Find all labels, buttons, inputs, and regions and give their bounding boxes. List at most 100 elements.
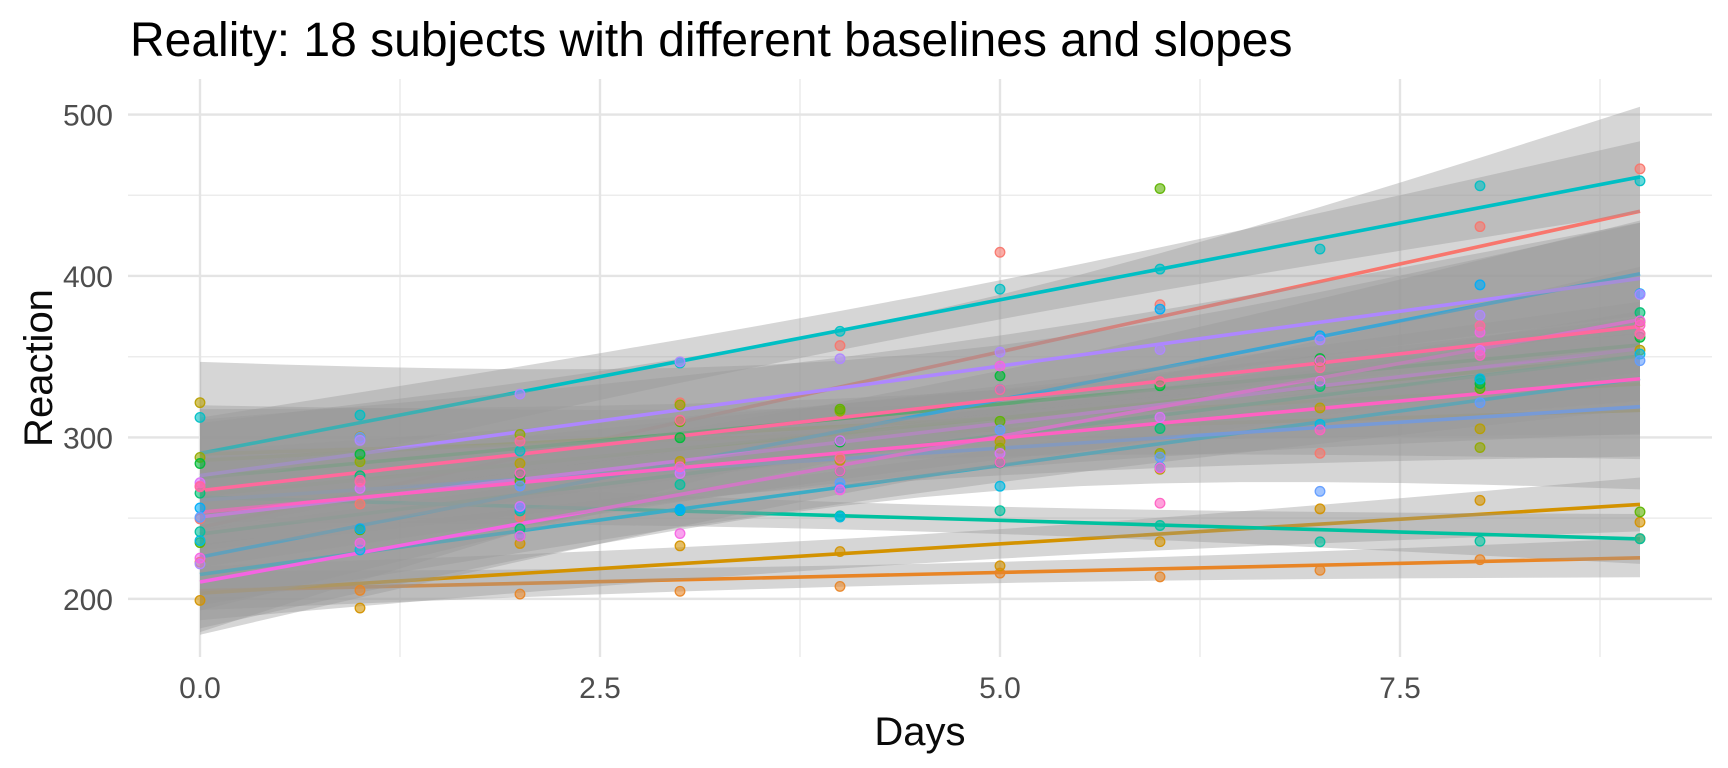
point-subject-309-day-6 [1154, 571, 1166, 583]
point-subject-371-day-4 [834, 465, 846, 477]
point-subject-371-day-7 [1314, 424, 1326, 436]
point-subject-372-day-8 [1474, 320, 1486, 332]
fit-line-352 [199, 276, 1641, 478]
point-subject-371-day-5 [994, 456, 1006, 468]
fit-line-350 [199, 271, 1641, 559]
point-subject-308-day-7 [1314, 447, 1326, 459]
y-tick-label-300: 300 [63, 422, 113, 455]
point-subject-370-day-2 [514, 530, 526, 542]
point-subject-337-day-4 [834, 325, 846, 337]
x-tick-label-0.0: 0.0 [179, 672, 221, 705]
fit-line-308 [199, 209, 1641, 530]
fit-line-370 [199, 317, 1641, 584]
point-subject-351-day-5 [994, 424, 1006, 436]
x-axis-title: Days [874, 710, 965, 754]
point-subject-337-day-9 [1634, 175, 1646, 187]
point-subject-371-day-3 [674, 461, 686, 473]
point-subject-372-day-6 [1154, 376, 1166, 388]
point-subject-337-day-0 [194, 412, 206, 423]
point-subject-335-day-0 [194, 526, 206, 538]
axis-tick-labels: 0.0 2.5 5.0 7.5 200 300 400 500 [63, 100, 1421, 705]
point-subject-309-day-2 [514, 588, 526, 600]
point-subject-350-day-1 [354, 523, 366, 535]
point-subject-308-day-4 [834, 340, 846, 352]
point-subject-349-day-5 [994, 480, 1006, 492]
point-subject-335-day-6 [1154, 520, 1166, 531]
point-subject-309-day-3 [674, 585, 686, 597]
point-subject-309-day-8 [1474, 554, 1486, 566]
point-subject-330-day-0 [194, 397, 206, 409]
point-subject-370-day-0 [194, 552, 206, 564]
point-subject-337-day-7 [1314, 243, 1326, 255]
point-subject-352-day-7 [1314, 334, 1326, 346]
point-subject-310-day-7 [1314, 503, 1326, 515]
point-subject-370-day-3 [674, 528, 686, 539]
point-subject-372-day-3 [674, 414, 686, 426]
point-subject-372-day-0 [194, 481, 206, 493]
subject-smooth-333 [199, 317, 1641, 506]
y-tick-label-400: 400 [63, 261, 113, 294]
point-subject-310-day-8 [1474, 494, 1486, 506]
subject-smooth-310 [199, 477, 1641, 621]
point-subject-335-day-8 [1474, 535, 1486, 547]
point-subject-351-day-8 [1474, 397, 1486, 409]
regression-smooths [199, 106, 1641, 635]
subject-smooth-309 [199, 538, 1641, 611]
point-subject-333-day-3 [674, 432, 686, 444]
x-tick-label-2.5: 2.5 [579, 672, 621, 705]
point-subject-330-day-8 [1474, 423, 1486, 435]
point-subject-350-day-6 [1154, 303, 1166, 315]
point-subject-310-day-9 [1634, 516, 1646, 528]
point-subject-352-day-8 [1474, 309, 1486, 321]
point-subject-310-day-5 [994, 560, 1006, 572]
subject-smooth-308 [199, 106, 1641, 633]
fit-line-335 [199, 495, 1641, 541]
point-subject-310-day-6 [1154, 536, 1166, 548]
point-subject-335-day-7 [1314, 536, 1326, 548]
point-subject-335-day-3 [674, 479, 686, 491]
point-subject-337-day-8 [1474, 180, 1486, 192]
point-subject-370-day-6 [1154, 462, 1166, 474]
fit-line-333 [199, 343, 1641, 480]
point-subject-352-day-4 [834, 353, 846, 365]
point-subject-335-day-9 [1634, 533, 1646, 545]
point-subject-337-day-5 [994, 283, 1006, 295]
plot-title: Reality: 18 subjects with different base… [130, 14, 1292, 67]
point-subject-333-day-1 [354, 448, 366, 460]
point-subject-349-day-4 [834, 511, 846, 523]
point-subject-350-day-0 [194, 502, 206, 514]
point-subject-332-day-6 [1154, 183, 1166, 194]
point-subject-372-day-4 [834, 452, 846, 464]
point-subject-369-day-5 [994, 447, 1006, 459]
subject-smooth-351 [199, 356, 1641, 550]
point-subject-352-day-5 [994, 346, 1006, 358]
point-subject-352-day-3 [674, 356, 686, 368]
point-subject-352-day-1 [354, 434, 366, 446]
point-subject-350-day-3 [674, 503, 686, 515]
point-subject-308-day-9 [1634, 163, 1646, 175]
point-subject-371-day-6 [1154, 497, 1166, 509]
point-subject-349-day-0 [194, 535, 206, 547]
y-axis-title: Reaction [17, 289, 61, 447]
point-subject-310-day-3 [674, 540, 686, 552]
point-subject-369-day-4 [834, 435, 846, 447]
point-subject-351-day-2 [514, 480, 526, 492]
fit-line-309 [199, 556, 1641, 593]
point-subject-372-day-9 [1634, 328, 1646, 340]
y-tick-label-200: 200 [63, 584, 113, 617]
point-subject-309-day-1 [354, 584, 366, 596]
fit-line-349 [199, 376, 1641, 577]
x-tick-label-5.0: 5.0 [979, 672, 1021, 705]
point-subject-335-day-5 [994, 505, 1006, 517]
point-subject-332-day-9 [1634, 506, 1646, 518]
point-subject-337-day-1 [354, 409, 366, 421]
point-subject-351-day-7 [1314, 485, 1326, 497]
point-subject-372-day-7 [1314, 362, 1326, 374]
point-subject-309-day-7 [1314, 564, 1326, 576]
point-subject-372-day-5 [994, 384, 1006, 396]
point-subject-308-day-8 [1474, 221, 1486, 233]
point-subject-310-day-0 [194, 594, 206, 606]
subject-smooth-371 [199, 323, 1641, 568]
point-subject-331-day-8 [1474, 442, 1486, 453]
